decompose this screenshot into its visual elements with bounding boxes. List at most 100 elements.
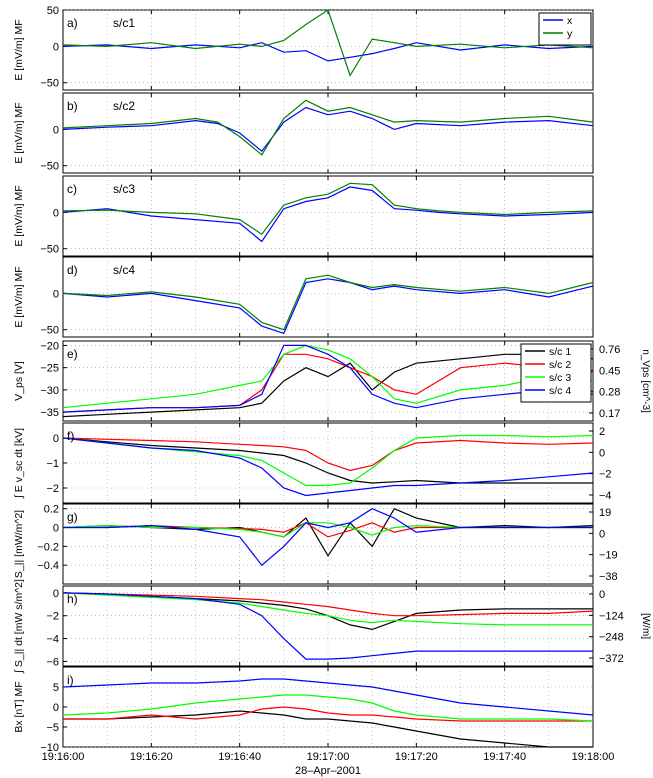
spacecraft-label: s/c4 [113, 263, 135, 277]
panel-letter: b) [67, 99, 78, 113]
series-line-s-c-2 [62, 592, 594, 617]
y-tick-label: −50 [40, 161, 59, 173]
series-line-s-c-1 [63, 710, 593, 748]
y-tick-label: −50 [40, 325, 59, 337]
legend-entry: y [567, 28, 573, 40]
y-tick-label: −1 [46, 458, 59, 470]
legend-entry: s/c 1 [549, 346, 571, 358]
y-tick-label: 0.2 [44, 504, 59, 516]
series-line-s-c-1 [62, 507, 594, 557]
panel-letter: a) [67, 16, 78, 30]
series-line-s-c-4 [62, 437, 594, 497]
series-line-s-c-4 [62, 344, 594, 413]
spacecraft-label: s/c2 [113, 99, 135, 113]
series-line-s-c-4 [62, 592, 593, 660]
right-tick-label: −248 [599, 632, 624, 644]
x-tick-label: 19:17:40 [483, 751, 526, 763]
legend-entry: s/c 3 [549, 372, 571, 384]
right-axis-label: [W/m] [640, 613, 651, 639]
y-tick-label: 0 [53, 702, 59, 714]
legend: xy [538, 12, 592, 46]
y-tick-label: 0 [53, 288, 59, 300]
series-line-y [62, 274, 594, 331]
y-tick-label: −6 [46, 656, 59, 668]
panel-i: −10 −5 0 5 Bx [nT] MF i) [13, 666, 594, 754]
right-tick-label: 0.45 [599, 365, 620, 377]
right-tick-label: −4 [599, 490, 612, 502]
y-tick-label: 0 [53, 523, 59, 535]
x-axis: 19:16:00 19:16:20 19:16:40 19:17:00 19:17:20… [42, 751, 615, 763]
y-tick-label: −25 [40, 363, 59, 375]
panel-h: −6 −4 −2 0 0 −124 −248 −372 [W/m] ∫ S_|| dt [mW s… [13, 579, 651, 674]
right-tick-label: −38 [599, 571, 618, 583]
series-line-x [62, 278, 594, 335]
y-tick-label: −0.2 [37, 541, 59, 553]
y-tick-label: −50 [40, 244, 59, 256]
y-tick-label: 5 [53, 682, 59, 694]
panel-letter: f) [67, 429, 74, 443]
x-tick-label: 19:18:00 [572, 751, 615, 763]
panel-b: −50 0 E [mV/m] MF b) s/c2 [13, 92, 594, 174]
series-line-y [62, 9, 594, 77]
series-line-s-c-2 [62, 437, 594, 472]
series-line-s-c-2 [63, 706, 593, 722]
panel-letter: h) [67, 592, 78, 606]
x-tick-label: 19:17:20 [395, 751, 438, 763]
y-tick-label: −10 [40, 742, 59, 754]
panel-c: −50 0 E [mV/m] MF c) s/c3 [13, 175, 594, 257]
legend-entry: s/c 2 [549, 359, 571, 371]
y-axis-label: S_|| [mW/m^2] [13, 510, 25, 578]
right-tick-label: 0 [599, 528, 605, 540]
y-axis-label: E [mV/m] MF [13, 185, 25, 246]
spacecraft-label: s/c1 [113, 16, 135, 30]
panel-g: −0.4 −0.2 0 0.2 19 0 −19 −38 S_|| [mW/m^2] g) [13, 503, 618, 585]
right-tick-label: 19 [599, 507, 611, 519]
y-tick-label: −50 [40, 78, 59, 90]
y-tick-label: 0 [53, 124, 59, 136]
y-axis-label: ∫ S_|| dt [mW s/m^2] [13, 579, 25, 674]
panel-letter: d) [67, 263, 78, 277]
y-axis-label: Bx [nT] MF [13, 681, 25, 732]
series-line-s-c-1 [62, 353, 594, 418]
y-axis-label: E [mV/m] MF [13, 266, 25, 327]
panel-letter: g) [67, 510, 78, 524]
series-line-s-c-3 [62, 344, 594, 409]
y-tick-label: 0 [53, 207, 59, 219]
panel-f: −2 −1 0 2 0 −2 −4 ∫ E v_sc dt [kV] f) [13, 422, 612, 504]
series-line-s-c-3 [62, 592, 593, 626]
date-label: 28–Apr–2001 [295, 765, 361, 777]
x-tick-label: 19:16:40 [218, 751, 261, 763]
legend-entry: x [567, 15, 573, 27]
series-line-s-c-4 [63, 508, 593, 567]
y-tick-label: 50 [47, 5, 59, 17]
y-tick-label: 0 [53, 588, 59, 600]
panel-a: −50 0 50 E [mV/m] MF a) s/c1 xy [13, 5, 594, 91]
right-tick-label: 0.76 [599, 344, 620, 356]
panel-letter: c) [67, 182, 77, 196]
y-tick-label: 0 [53, 433, 59, 445]
right-tick-label: 0 [599, 589, 605, 601]
series-line-s-c-3 [62, 434, 594, 487]
y-tick-label: −5 [46, 722, 59, 734]
right-tick-label: −2 [599, 469, 612, 481]
y-tick-label: −2 [46, 483, 59, 495]
y-tick-label: −4 [46, 634, 59, 646]
y-tick-label: 0 [53, 41, 59, 53]
y-tick-label: −30 [40, 385, 59, 397]
right-tick-label: −124 [599, 610, 624, 622]
y-axis-label: V_ps [V] [13, 361, 25, 401]
y-axis-label: E [mV/m] MF [13, 102, 25, 163]
series-line-s-c-3 [62, 694, 594, 722]
right-axis-label: n_Vps [cm^-3] [640, 349, 651, 413]
spacecraft-label: s/c3 [113, 182, 135, 196]
y-tick-label: −2 [46, 611, 59, 623]
right-tick-label: 0.17 [599, 408, 620, 420]
series-line-s-c-1 [62, 437, 593, 484]
legend-box [520, 343, 592, 403]
legend-box [538, 12, 592, 46]
panel-letter: e) [67, 347, 78, 361]
legend: s/c 1s/c 2s/c 3s/c 4 [520, 343, 592, 403]
x-tick-label: 19:16:20 [130, 751, 173, 763]
